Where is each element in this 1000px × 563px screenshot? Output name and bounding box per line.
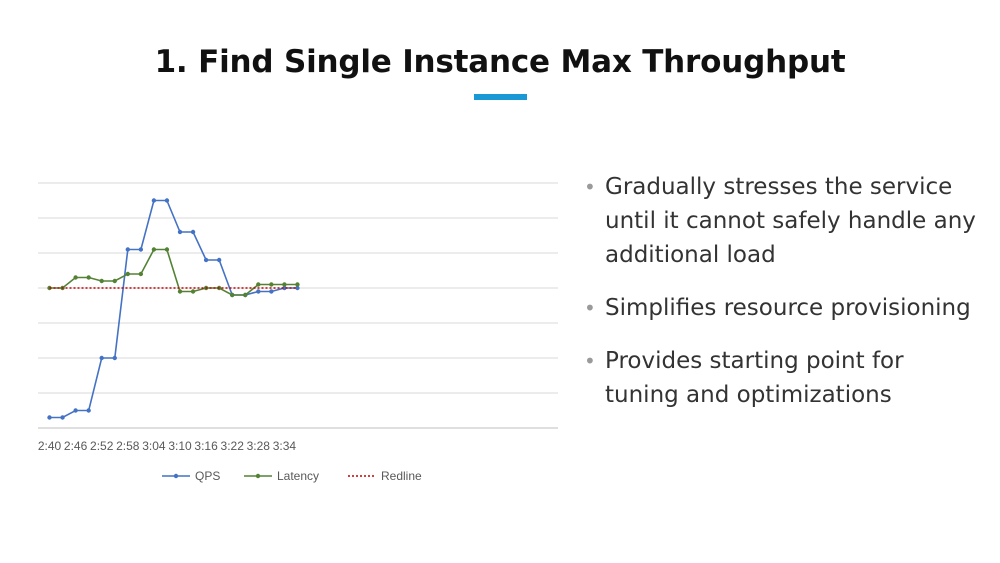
bullet-item: • Provides starting point for tuning and… bbox=[584, 344, 984, 412]
x-tick-label: 3:04 bbox=[142, 439, 166, 453]
data-point-qps bbox=[47, 415, 52, 420]
bullet-item: • Simplifies resource provisioning bbox=[584, 291, 984, 325]
data-point-latency bbox=[151, 247, 157, 252]
data-point-latency bbox=[99, 278, 104, 284]
series-line-latency bbox=[49, 248, 298, 296]
bullet-list: • Gradually stresses the service until i… bbox=[584, 170, 984, 431]
bullet-text: Simplifies resource provisioning bbox=[605, 295, 971, 321]
legend-label-qps: QPS bbox=[195, 469, 220, 483]
x-tick-label: 2:58 bbox=[116, 439, 140, 453]
x-tick-label: 3:34 bbox=[273, 439, 297, 453]
data-point-latency bbox=[190, 289, 196, 294]
data-point-qps bbox=[295, 285, 300, 291]
data-point-qps bbox=[151, 198, 157, 203]
data-point-qps bbox=[256, 289, 261, 294]
data-point-qps bbox=[86, 408, 91, 413]
data-point-latency bbox=[73, 275, 78, 280]
data-point-latency bbox=[138, 271, 144, 277]
bullet-dot-icon: • bbox=[584, 175, 596, 199]
x-tick-label: 2:40 bbox=[38, 439, 62, 453]
data-point-latency bbox=[269, 282, 274, 287]
legend-marker-latency bbox=[255, 473, 261, 479]
data-point-qps bbox=[282, 285, 287, 291]
data-point-qps bbox=[99, 355, 104, 361]
series-line-qps bbox=[49, 199, 298, 419]
data-point-latency bbox=[282, 282, 287, 287]
data-point-latency bbox=[125, 271, 130, 277]
data-point-qps bbox=[73, 408, 78, 413]
data-point-latency bbox=[230, 292, 235, 298]
title-accent-bar bbox=[474, 94, 527, 100]
data-point-latency bbox=[86, 275, 91, 280]
bullet-text: Gradually stresses the service until it … bbox=[605, 174, 976, 268]
legend-label-redline: Redline bbox=[381, 469, 422, 483]
x-tick-label: 3:22 bbox=[221, 439, 245, 453]
data-point-latency bbox=[256, 282, 261, 287]
legend-marker-qps bbox=[173, 473, 179, 479]
x-tick-label: 3:28 bbox=[247, 439, 271, 453]
data-point-qps bbox=[164, 198, 170, 203]
data-point-qps bbox=[190, 229, 196, 235]
bullet-item: • Gradually stresses the service until i… bbox=[584, 170, 984, 272]
bullet-text: Provides starting point for tuning and o… bbox=[605, 348, 904, 408]
data-point-latency bbox=[243, 292, 248, 298]
data-point-qps bbox=[60, 415, 65, 420]
line-chart: 2:40 2:46 2:52 2:58 3:04 3:10 3:16 3:22 3:28 3:34… bbox=[30, 170, 570, 500]
data-point-latency bbox=[47, 285, 52, 291]
data-point-qps bbox=[138, 247, 144, 252]
x-tick-label: 3:10 bbox=[168, 439, 192, 453]
data-point-qps bbox=[177, 229, 183, 235]
data-point-latency bbox=[177, 289, 183, 294]
legend-label-latency: Latency bbox=[277, 469, 319, 483]
data-point-latency bbox=[112, 278, 117, 284]
data-point-qps bbox=[269, 289, 274, 294]
data-point-qps bbox=[112, 355, 117, 361]
data-point-qps bbox=[203, 257, 209, 263]
slide-title: 1. Find Single Instance Max Throughput bbox=[154, 44, 846, 80]
data-point-latency bbox=[164, 247, 170, 252]
x-tick-label: 3:16 bbox=[194, 439, 218, 453]
data-point-latency bbox=[295, 282, 300, 287]
data-point-qps bbox=[125, 247, 130, 252]
bullet-dot-icon: • bbox=[584, 296, 596, 320]
bullet-dot-icon: • bbox=[584, 349, 596, 373]
x-tick-label: 2:46 bbox=[64, 439, 88, 453]
data-point-qps bbox=[216, 257, 222, 263]
chart-svg: 2:40 2:46 2:52 2:58 3:04 3:10 3:16 3:22 3:28 3:34… bbox=[38, 182, 558, 483]
x-tick-label: 2:52 bbox=[90, 439, 114, 453]
